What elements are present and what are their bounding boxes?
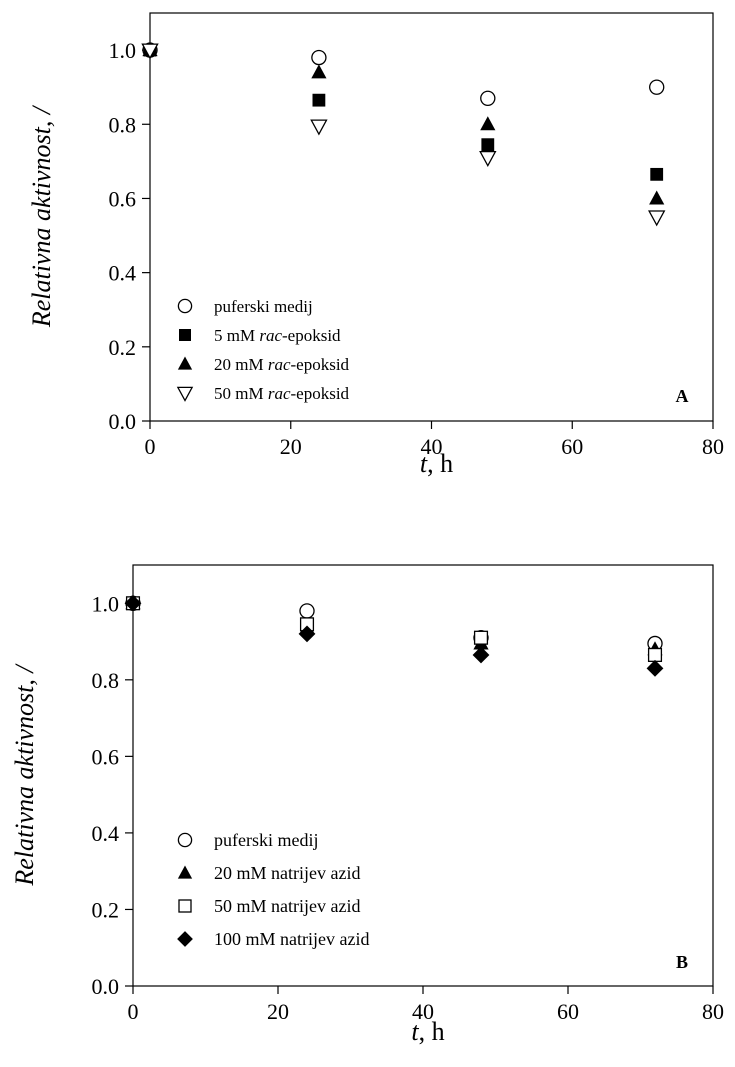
legend-label-part: puferski medij xyxy=(214,297,313,316)
plot-frame xyxy=(132,564,714,987)
x-tick-label: 80 xyxy=(702,999,724,1024)
legend-label: 5 mM rac-epoksid xyxy=(214,326,341,345)
data-point xyxy=(124,594,142,612)
legend-label-part: rac xyxy=(259,326,282,345)
x-tick-label: 80 xyxy=(702,434,724,459)
data-point xyxy=(298,625,316,643)
data-point xyxy=(473,630,489,645)
x-axis-label: t, h xyxy=(411,1017,444,1046)
panel-label: A xyxy=(676,386,689,406)
legend-label-part: 50 mM xyxy=(214,384,268,403)
data-point xyxy=(310,119,328,136)
y-tick-label: 0.0 xyxy=(109,409,137,434)
data-point xyxy=(480,90,496,106)
y-tick-label: 0.2 xyxy=(92,897,120,922)
series-3 xyxy=(142,42,665,205)
legend-label-part: 5 mM xyxy=(214,326,259,345)
legend-label-part: rac xyxy=(268,355,291,374)
series-4 xyxy=(124,594,664,677)
panel-label: B xyxy=(676,952,688,972)
x-tick-label: 60 xyxy=(557,999,579,1024)
x-tick-label: 60 xyxy=(561,434,583,459)
legend: puferski medij 20 mM natrijev azid 50 mM n… xyxy=(177,830,369,949)
y-tick-label: 0.4 xyxy=(92,821,120,846)
y-tick-label: 1.0 xyxy=(92,591,120,616)
y-tick-label: 0.2 xyxy=(109,335,137,360)
x-axis-label-var: t xyxy=(411,1017,419,1046)
x-tick-label: 40 xyxy=(412,999,434,1024)
data-point xyxy=(312,93,326,107)
x-tick-label: 20 xyxy=(267,999,289,1024)
legend-label: 100 mM natrijev azid xyxy=(214,929,369,949)
x-axis-label-unit: , h xyxy=(419,1017,445,1046)
data-point xyxy=(650,167,664,181)
legend-marker xyxy=(176,386,194,402)
y-tick-label: 0.8 xyxy=(92,668,120,693)
y-tick-label: 0.0 xyxy=(92,974,120,999)
data-point xyxy=(479,151,497,168)
legend-label: puferski medij xyxy=(214,297,313,316)
series-3 xyxy=(125,596,663,662)
legend-label: 20 mM natrijev azid xyxy=(214,863,360,883)
data-point xyxy=(649,79,665,95)
legend-label-part: 20 mM xyxy=(214,355,268,374)
legend-label-part: 100 mM natrijev azid xyxy=(214,929,369,949)
legend-label-part: -epoksid xyxy=(291,384,350,403)
data-point xyxy=(648,210,666,227)
x-tick-label: 20 xyxy=(280,434,302,459)
data-point xyxy=(649,190,665,205)
legend-marker xyxy=(177,865,193,879)
data-point xyxy=(141,43,159,60)
legend-marker xyxy=(179,329,191,341)
x-tick-label: 0 xyxy=(145,434,156,459)
legend-label: 50 mM natrijev azid xyxy=(214,896,360,916)
data-point xyxy=(299,603,315,619)
legend-label-part: -epoksid xyxy=(282,326,341,345)
series-1 xyxy=(142,42,665,106)
legend-label: 50 mM rac-epoksid xyxy=(214,384,350,403)
legend-label-part: -epoksid xyxy=(291,355,350,374)
chart-panel-a: 0.0 0.2 0.4 0.6 0.8 1.0 0 20 40 60 80 Relativna akt… xyxy=(27,12,724,478)
legend-label-part: rac xyxy=(268,384,291,403)
x-axis-label: t, h xyxy=(420,449,453,478)
data-point xyxy=(480,116,496,131)
legend-label: puferski medij xyxy=(214,830,318,850)
y-axis-label: Relativna aktivnost, / xyxy=(10,663,39,887)
legend-label-part: 20 mM natrijev azid xyxy=(214,863,360,883)
legend-marker xyxy=(178,899,192,913)
series-4 xyxy=(141,43,666,227)
x-tick-label: 0 xyxy=(128,999,139,1024)
chart-panel-b: 0.0 0.2 0.4 0.6 0.8 1.0 0 20 40 60 80 Relativna akt… xyxy=(10,564,724,1046)
data-point xyxy=(646,659,664,677)
data-point xyxy=(472,646,490,664)
x-axis-label-unit: , h xyxy=(427,449,453,478)
legend-marker xyxy=(177,356,193,370)
x-axis-label-var: t xyxy=(420,449,428,478)
y-tick-label: 0.4 xyxy=(109,261,137,286)
legend-marker xyxy=(177,298,193,314)
series-2 xyxy=(143,43,664,181)
y-tick-label: 0.8 xyxy=(109,112,137,137)
legend-label-part: puferski medij xyxy=(214,830,318,850)
data-point xyxy=(311,49,327,66)
y-tick-label: 1.0 xyxy=(109,38,137,63)
data-point xyxy=(481,138,495,152)
legend-marker xyxy=(177,832,193,848)
y-tick-label: 0.6 xyxy=(109,186,137,211)
series-2 xyxy=(125,595,663,656)
legend-marker xyxy=(177,931,193,947)
y-axis-label: Relativna aktivnost, / xyxy=(27,104,56,328)
series-1 xyxy=(125,595,663,652)
data-point xyxy=(647,647,663,662)
legend-label-part: 50 mM natrijev azid xyxy=(214,896,360,916)
x-tick-label: 40 xyxy=(421,434,443,459)
data-point xyxy=(311,64,327,79)
legend-label: 20 mM rac-epoksid xyxy=(214,355,350,374)
y-tick-label: 0.6 xyxy=(92,744,120,769)
